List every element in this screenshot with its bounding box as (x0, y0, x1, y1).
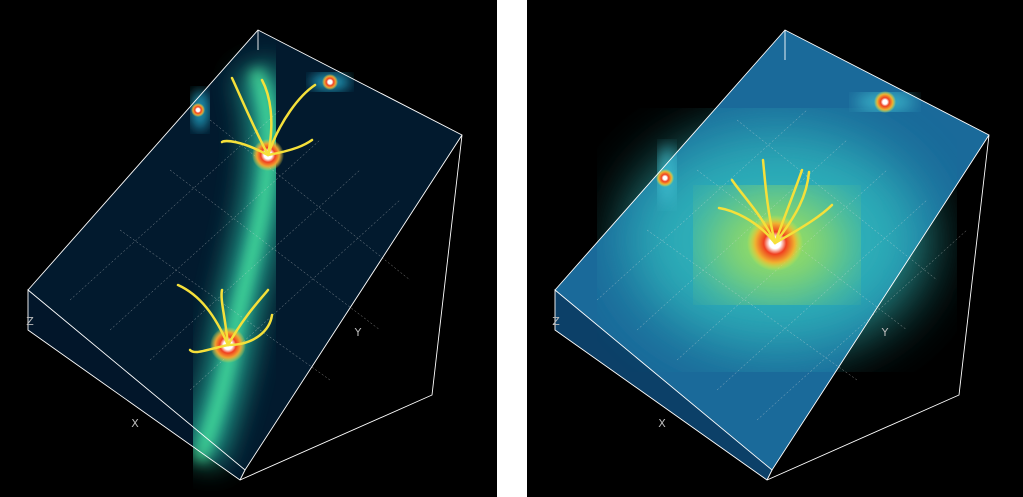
axis-label: X (658, 417, 666, 430)
panel-left: Z Y X (0, 0, 497, 497)
axis-label: Y (354, 326, 362, 339)
panel-right: Z Y X (527, 0, 1023, 497)
axis-label: X (131, 417, 139, 430)
axis-label: Y (881, 326, 889, 339)
axis-label: Z (26, 315, 34, 328)
axis-label: Z (552, 315, 560, 328)
